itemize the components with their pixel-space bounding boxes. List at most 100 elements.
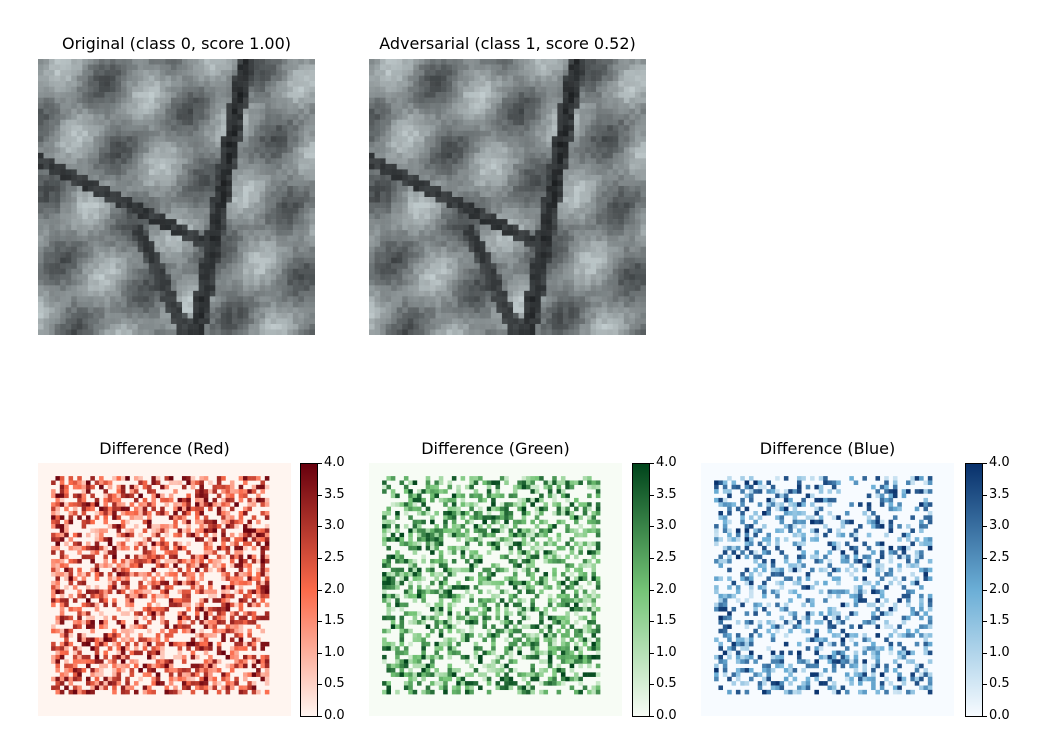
heatmap-cell <box>243 676 248 682</box>
heatmap-cell <box>403 611 409 616</box>
heatmap-cell <box>792 506 798 512</box>
heatmap-cell <box>814 620 819 625</box>
heatmap-cell <box>142 606 148 612</box>
heatmap-cell <box>77 558 82 564</box>
heatmap-cell <box>796 580 802 586</box>
heatmap-cell <box>107 681 113 686</box>
heatmap-cell <box>438 628 444 634</box>
heatmap-cell <box>447 532 453 538</box>
heatmap-cell <box>486 524 492 529</box>
heatmap-cell <box>464 654 470 660</box>
heatmap-cell <box>744 689 750 695</box>
heatmap-cell <box>539 650 544 656</box>
heatmap-cell <box>906 650 911 656</box>
heatmap-cell <box>814 628 819 634</box>
heatmap-cell <box>425 510 431 516</box>
heatmap-cell <box>160 497 165 503</box>
heatmap-cell <box>888 641 894 647</box>
heatmap-cell <box>722 606 728 612</box>
heatmap-cell <box>910 572 915 577</box>
heatmap-cell <box>792 580 798 586</box>
heatmap-cell <box>425 489 431 494</box>
heatmap-cell <box>55 668 61 673</box>
heatmap-cell <box>421 528 426 533</box>
heatmap-cell <box>90 476 95 481</box>
heatmap-cell <box>818 484 824 490</box>
heatmap-cell <box>783 524 789 529</box>
heatmap-cell <box>770 620 776 625</box>
heatmap-cell <box>888 606 894 612</box>
heatmap-cell <box>836 593 841 599</box>
heatmap-cell <box>517 541 522 547</box>
heatmap-cell <box>482 620 487 625</box>
heatmap-cell <box>823 567 828 573</box>
heatmap-cell <box>862 580 867 586</box>
heatmap-cell <box>434 510 439 516</box>
heatmap-cell <box>55 506 61 512</box>
heatmap-cell <box>234 646 239 651</box>
heatmap-cell <box>99 589 104 595</box>
heatmap-cell <box>744 637 750 643</box>
heatmap-cell <box>99 641 104 647</box>
heatmap-cell <box>762 589 767 595</box>
heatmap-cell <box>775 545 780 551</box>
heatmap-cell <box>395 572 400 577</box>
heatmap-cell <box>59 676 65 682</box>
heatmap-cell <box>805 663 811 669</box>
heatmap-cell <box>434 650 439 656</box>
heatmap-cell <box>164 510 170 516</box>
heatmap-cell <box>779 624 785 629</box>
heatmap-cell <box>208 502 213 507</box>
heatmap-cell <box>722 663 728 669</box>
heatmap-cell <box>512 593 518 599</box>
heatmap-cell <box>814 554 819 560</box>
heatmap-cell <box>866 620 872 625</box>
heatmap-cell <box>164 476 170 481</box>
heatmap-cell <box>582 506 588 512</box>
heatmap-cell <box>238 602 244 608</box>
heatmap-cell <box>482 637 487 643</box>
colorbar-tick-mark <box>983 494 987 496</box>
heatmap-cell <box>456 593 461 599</box>
heatmap-cell <box>225 524 231 529</box>
heatmap-cell <box>727 689 732 695</box>
heatmap-cell <box>582 528 588 533</box>
heatmap-cell <box>565 659 570 664</box>
heatmap-cell <box>801 602 806 608</box>
heatmap-cell <box>827 685 833 691</box>
heatmap-cell <box>195 502 200 507</box>
heatmap-cell <box>216 615 222 621</box>
heatmap-cell <box>744 567 750 573</box>
heatmap-cell <box>587 476 592 481</box>
heatmap-cell <box>395 537 400 542</box>
heatmap-cell <box>195 663 200 669</box>
heatmap-cell <box>238 646 244 651</box>
heatmap-cell <box>814 558 819 564</box>
heatmap-cell <box>923 506 929 512</box>
heatmap-cell <box>90 519 95 525</box>
heatmap-cell <box>552 502 557 507</box>
heatmap-cell <box>168 689 174 695</box>
heatmap-cell <box>64 506 69 512</box>
heatmap-cell <box>565 615 570 621</box>
heatmap-cell <box>99 624 104 629</box>
heatmap-cell <box>264 672 270 677</box>
heatmap-cell <box>543 484 549 490</box>
heatmap-cell <box>753 489 758 494</box>
heatmap-cell <box>517 628 522 634</box>
heatmap-cell <box>107 585 113 590</box>
adversarial-image <box>369 59 646 335</box>
heatmap-cell <box>927 672 933 677</box>
heatmap-cell <box>112 476 117 481</box>
heatmap-cell <box>565 585 570 590</box>
heatmap-cell <box>212 624 218 629</box>
heatmap-cell <box>919 676 924 682</box>
heatmap-cell <box>766 537 771 542</box>
heatmap-cell <box>238 633 244 638</box>
heatmap-cell <box>526 624 531 629</box>
heatmap-cell <box>796 685 802 691</box>
heatmap-cell <box>923 567 929 573</box>
heatmap-cell <box>399 663 405 669</box>
colorbar-tick-mark <box>983 652 987 654</box>
heatmap-cell <box>512 502 518 507</box>
